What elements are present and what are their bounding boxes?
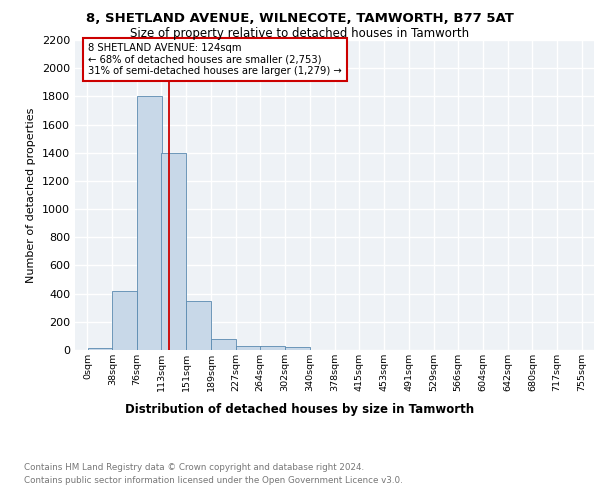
Text: Contains HM Land Registry data © Crown copyright and database right 2024.: Contains HM Land Registry data © Crown c… — [24, 462, 364, 471]
Bar — [236, 346, 261, 350]
Bar — [285, 347, 310, 350]
Text: Size of property relative to detached houses in Tamworth: Size of property relative to detached ho… — [130, 28, 470, 40]
Y-axis label: Number of detached properties: Number of detached properties — [26, 108, 37, 282]
Bar — [161, 152, 186, 350]
Text: Distribution of detached houses by size in Tamworth: Distribution of detached houses by size … — [125, 402, 475, 415]
Bar — [211, 338, 236, 350]
Bar — [137, 96, 162, 350]
Bar — [88, 348, 112, 350]
Bar — [187, 300, 211, 350]
Text: 8 SHETLAND AVENUE: 124sqm
← 68% of detached houses are smaller (2,753)
31% of se: 8 SHETLAND AVENUE: 124sqm ← 68% of detac… — [88, 43, 342, 76]
Bar — [260, 346, 285, 350]
Bar — [112, 291, 137, 350]
Text: 8, SHETLAND AVENUE, WILNECOTE, TAMWORTH, B77 5AT: 8, SHETLAND AVENUE, WILNECOTE, TAMWORTH,… — [86, 12, 514, 26]
Text: Contains public sector information licensed under the Open Government Licence v3: Contains public sector information licen… — [24, 476, 403, 485]
